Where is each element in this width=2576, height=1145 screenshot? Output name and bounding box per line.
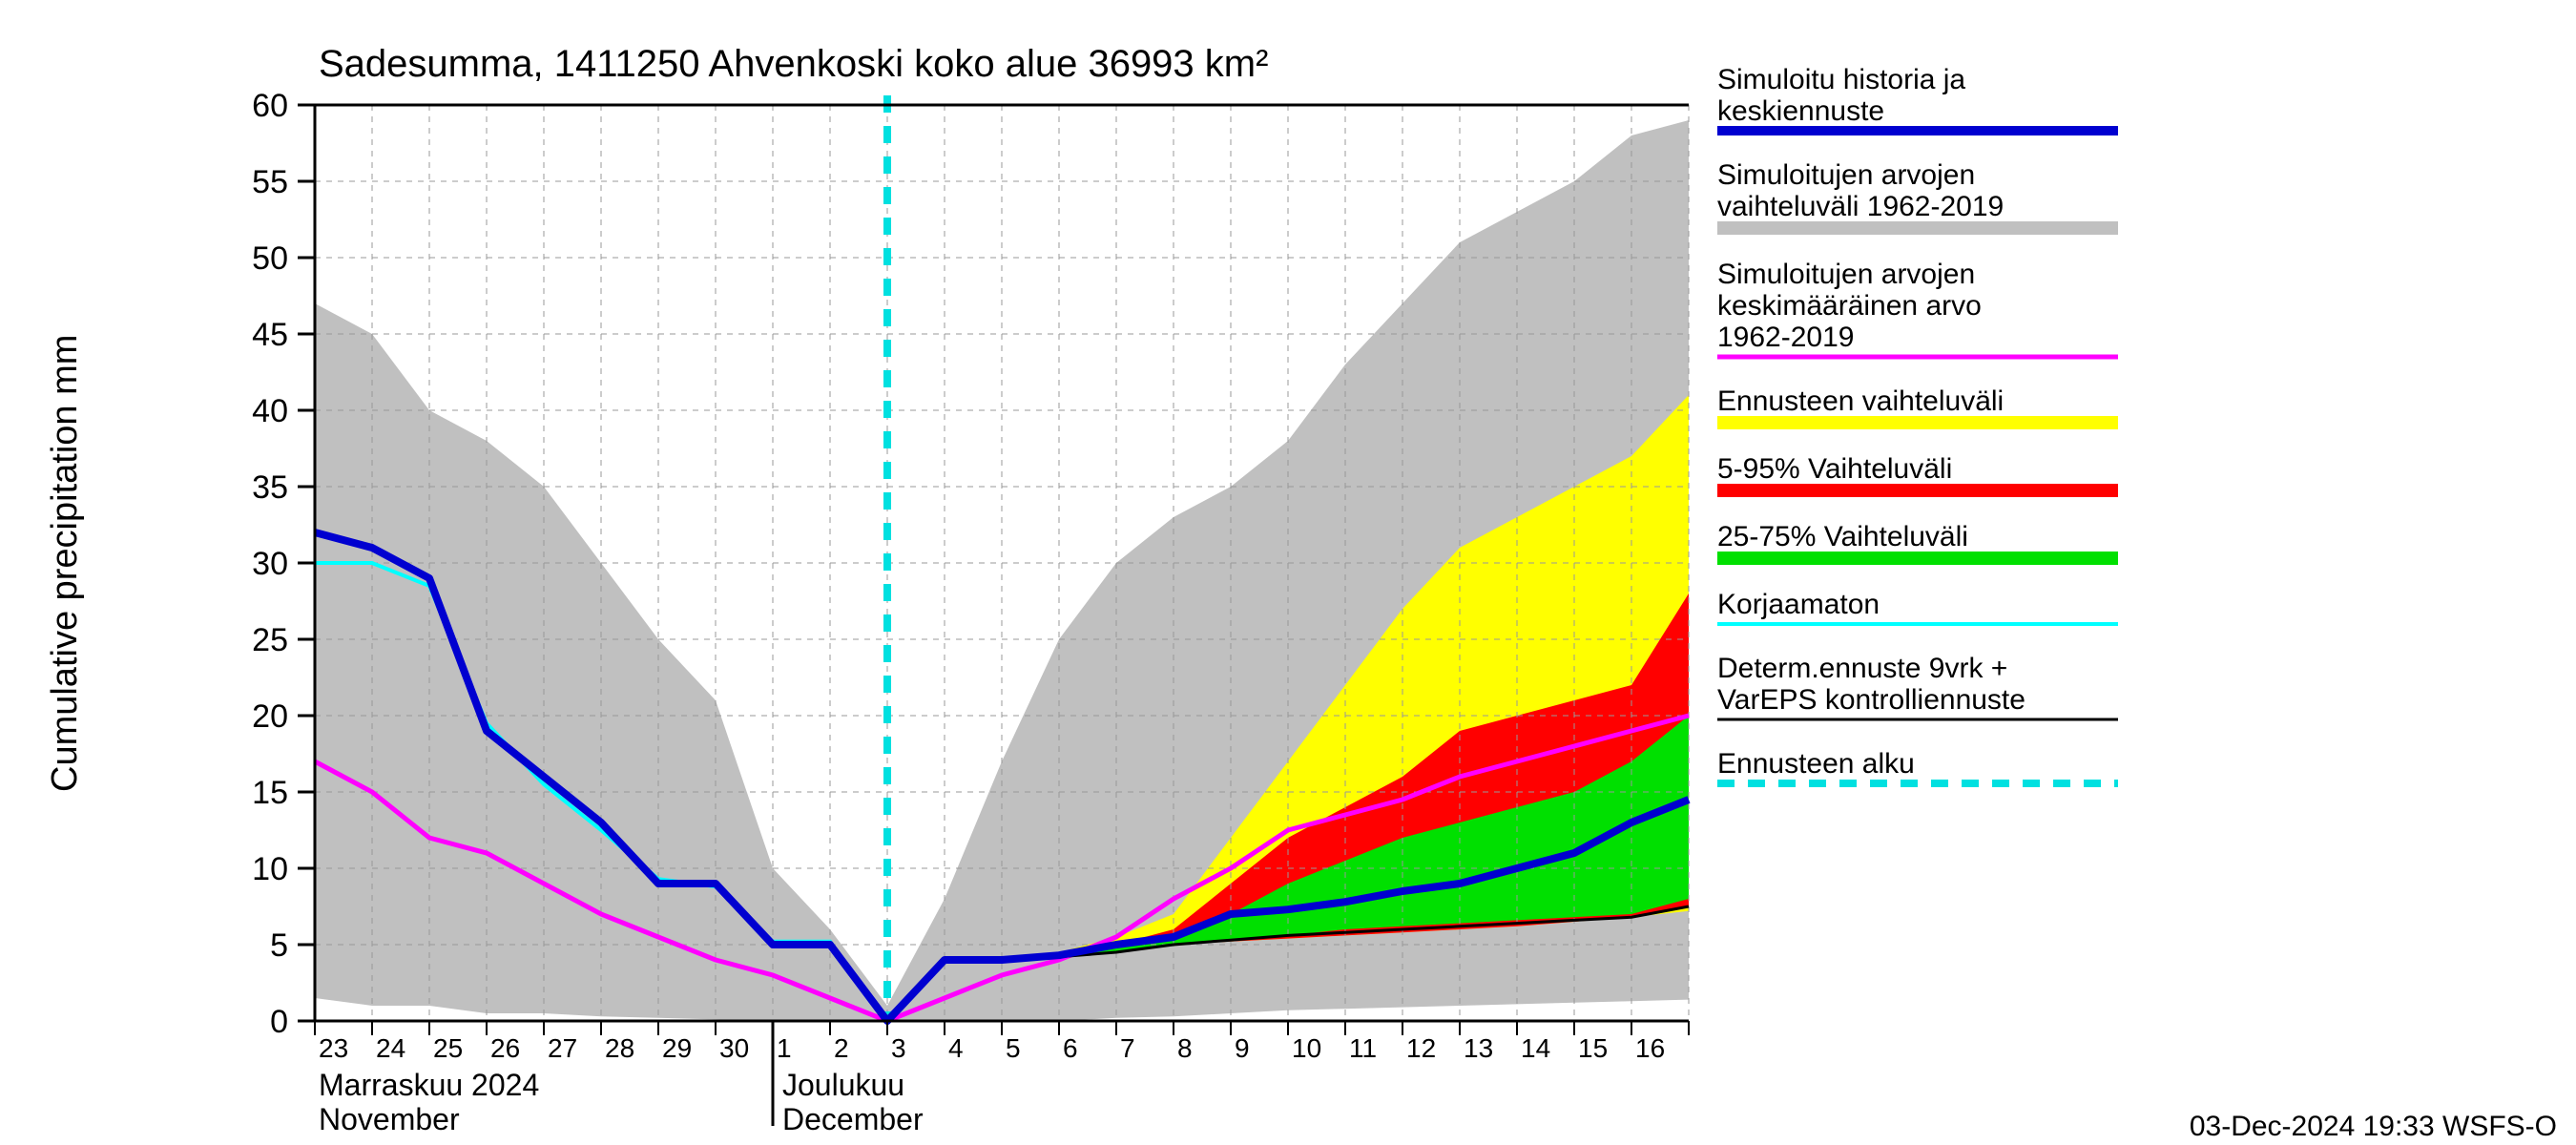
x-tick-label: 28 bbox=[605, 1033, 634, 1063]
x-tick-label: 27 bbox=[548, 1033, 577, 1063]
x-tick-label: 23 bbox=[319, 1033, 348, 1063]
chart-svg: 0510152025303540455055602324252627282930… bbox=[0, 0, 2576, 1145]
legend-swatch bbox=[1717, 484, 2118, 497]
y-tick-label: 0 bbox=[270, 1004, 288, 1040]
x-tick-label: 15 bbox=[1578, 1033, 1608, 1063]
month2-line1: Joulukuu bbox=[782, 1068, 904, 1102]
legend-label: Determ.ennuste 9vrk + bbox=[1717, 653, 2007, 684]
footer-timestamp: 03-Dec-2024 19:33 WSFS-O bbox=[2190, 1111, 2557, 1142]
x-tick-label: 16 bbox=[1635, 1033, 1665, 1063]
legend-label: 5-95% Vaihteluväli bbox=[1717, 453, 1952, 485]
y-tick-label: 25 bbox=[252, 622, 288, 658]
legend-label: Ennusteen vaihteluväli bbox=[1717, 385, 2004, 417]
y-tick-label: 15 bbox=[252, 775, 288, 811]
x-tick-label: 25 bbox=[433, 1033, 463, 1063]
x-tick-label: 12 bbox=[1406, 1033, 1436, 1063]
y-axis-label: Cumulative precipitation mm bbox=[45, 335, 85, 792]
x-tick-label: 29 bbox=[662, 1033, 692, 1063]
legend-label: Ennusteen alku bbox=[1717, 748, 1915, 780]
y-tick-label: 60 bbox=[252, 88, 288, 124]
y-tick-label: 35 bbox=[252, 469, 288, 506]
x-tick-label: 10 bbox=[1292, 1033, 1321, 1063]
x-tick-label: 1 bbox=[777, 1033, 792, 1063]
y-tick-label: 5 bbox=[270, 927, 288, 964]
legend-swatch bbox=[1717, 552, 2118, 565]
x-tick-label: 11 bbox=[1349, 1033, 1377, 1063]
y-tick-label: 30 bbox=[252, 546, 288, 582]
x-tick-label: 7 bbox=[1120, 1033, 1135, 1063]
y-tick-label: 45 bbox=[252, 317, 288, 353]
legend-label: keskiennuste bbox=[1717, 95, 1884, 127]
chart-container: 0510152025303540455055602324252627282930… bbox=[0, 0, 2576, 1145]
legend-swatch bbox=[1717, 416, 2118, 429]
legend-label: Simuloitujen arvojen bbox=[1717, 159, 1975, 191]
x-tick-label: 5 bbox=[1006, 1033, 1021, 1063]
x-tick-label: 8 bbox=[1177, 1033, 1193, 1063]
y-tick-label: 50 bbox=[252, 240, 288, 277]
x-tick-label: 30 bbox=[719, 1033, 749, 1063]
legend-label: Korjaamaton bbox=[1717, 589, 1880, 620]
y-tick-label: 10 bbox=[252, 851, 288, 887]
legend-label: 25-75% Vaihteluväli bbox=[1717, 521, 1968, 552]
legend-label: VarEPS kontrolliennuste bbox=[1717, 684, 2025, 716]
chart-title: Sadesumma, 1411250 Ahvenkoski koko alue … bbox=[319, 43, 1268, 85]
month2-line2: December bbox=[782, 1102, 924, 1136]
y-tick-label: 20 bbox=[252, 698, 288, 735]
x-tick-label: 13 bbox=[1464, 1033, 1493, 1063]
legend-label: keskimääräinen arvo bbox=[1717, 290, 1982, 322]
x-tick-label: 9 bbox=[1235, 1033, 1250, 1063]
x-tick-label: 24 bbox=[376, 1033, 405, 1063]
legend-label: Simuloitujen arvojen bbox=[1717, 259, 1975, 290]
legend-label: vaihteluväli 1962-2019 bbox=[1717, 191, 2004, 222]
legend-swatch bbox=[1717, 221, 2118, 235]
legend-label: 1962-2019 bbox=[1717, 322, 1854, 353]
month1-line1: Marraskuu 2024 bbox=[319, 1068, 539, 1102]
x-tick-label: 2 bbox=[834, 1033, 849, 1063]
x-tick-label: 6 bbox=[1063, 1033, 1078, 1063]
y-tick-label: 40 bbox=[252, 393, 288, 429]
y-tick-label: 55 bbox=[252, 164, 288, 200]
x-tick-label: 4 bbox=[948, 1033, 964, 1063]
legend-label: Simuloitu historia ja bbox=[1717, 64, 1965, 95]
x-tick-label: 14 bbox=[1521, 1033, 1550, 1063]
x-tick-label: 3 bbox=[891, 1033, 906, 1063]
month1-line2: November bbox=[319, 1102, 460, 1136]
x-tick-label: 26 bbox=[490, 1033, 520, 1063]
